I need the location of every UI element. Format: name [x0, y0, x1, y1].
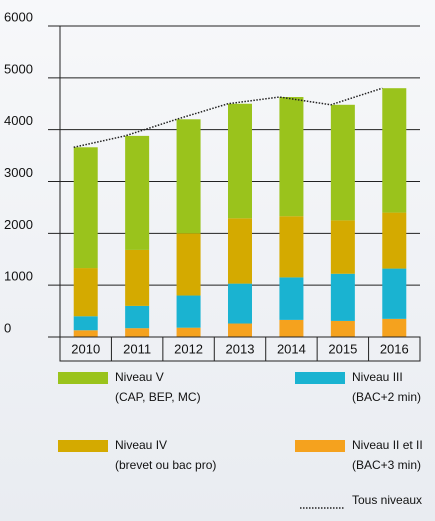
x-tick-label: 2011 — [123, 341, 151, 356]
bar-segment — [279, 319, 304, 337]
bar-segment — [382, 212, 407, 269]
legend-description: (BAC+2 min) — [352, 390, 421, 404]
legend-swatch — [295, 440, 345, 452]
legend-label: Niveau IV — [115, 438, 167, 452]
bar-segment — [125, 328, 150, 337]
y-tick-label: 6000 — [4, 9, 33, 24]
bar-segment — [228, 283, 252, 324]
bar-segment — [382, 318, 407, 337]
bar-segment — [125, 135, 150, 250]
bar-segment — [279, 216, 304, 278]
bar-segment — [330, 273, 355, 321]
legend-description: (CAP, BEP, MC) — [115, 390, 201, 404]
bar-segment — [330, 320, 355, 337]
bar-segment — [279, 277, 304, 320]
bar-segment — [73, 330, 98, 337]
bar-segment — [330, 104, 355, 221]
legend-swatch — [58, 440, 108, 452]
bar-segment — [228, 103, 252, 219]
bar-segment — [176, 119, 201, 234]
bar-segment — [125, 305, 150, 329]
legend-label: Niveau V — [115, 370, 164, 384]
x-tick-label: 2013 — [226, 341, 255, 356]
x-tick-label: 2014 — [277, 341, 306, 356]
bar-segment — [73, 268, 98, 317]
bar-segment — [382, 268, 407, 319]
bar-segment — [73, 316, 98, 331]
legend-description: (BAC+3 min) — [352, 458, 421, 472]
y-tick-label: 5000 — [4, 61, 33, 76]
x-tick-label: 2010 — [71, 341, 100, 356]
legend-swatch — [58, 372, 108, 384]
legend-swatch — [295, 372, 345, 384]
x-tick-label: 2012 — [174, 341, 203, 356]
bar-segment — [330, 220, 355, 274]
bar-segment — [125, 249, 150, 306]
y-tick-label: 2000 — [4, 217, 33, 232]
y-tick-label: 1000 — [4, 269, 33, 284]
legend-label: Niveau II et II — [352, 438, 423, 452]
bar-segment — [73, 147, 98, 269]
x-axis-box — [59, 336, 421, 362]
x-tick-label: 2015 — [328, 341, 357, 356]
bar-segment — [176, 327, 201, 337]
y-tick-label: 3000 — [4, 165, 33, 180]
legend-label: Niveau III — [352, 370, 403, 384]
y-tick-label: 0 — [4, 320, 11, 335]
y-tick-label: 4000 — [4, 113, 33, 128]
bar-segment — [176, 233, 201, 296]
bar-segment — [279, 97, 304, 217]
x-tick-label: 2016 — [380, 341, 409, 356]
bar-segment — [382, 88, 407, 213]
bar-segment — [228, 323, 252, 337]
legend-label: Tous niveaux — [352, 493, 422, 507]
legend-description: (brevet ou bac pro) — [115, 458, 216, 472]
bar-segment — [228, 218, 252, 284]
bar-segment — [176, 295, 201, 328]
total-line — [73, 87, 383, 149]
